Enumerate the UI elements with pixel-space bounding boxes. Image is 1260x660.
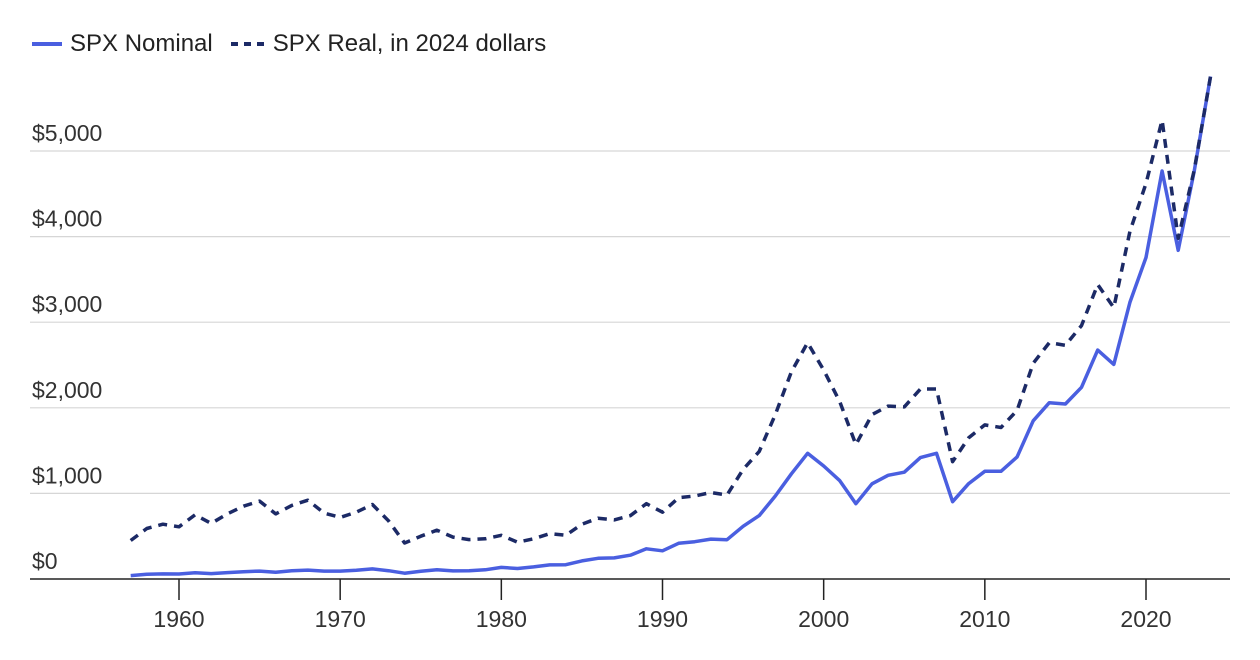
y-tick-label: $0 xyxy=(32,548,58,574)
legend-swatch-nominal xyxy=(32,42,62,46)
legend-item-nominal: SPX Nominal xyxy=(32,30,213,58)
series-line-real xyxy=(129,76,1213,545)
legend: SPX Nominal SPX Real, in 2024 dollars xyxy=(32,30,546,58)
x-tick-label: 1960 xyxy=(153,606,204,632)
series-line-nominal xyxy=(130,76,1213,578)
y-tick-label: $4,000 xyxy=(32,206,102,232)
y-tick-label: $1,000 xyxy=(32,462,102,488)
x-axis-ticks: 1960 1970 1980 1990 2000 2010 2020 xyxy=(153,579,1172,632)
y-tick-label: $3,000 xyxy=(32,291,102,317)
gridlines xyxy=(30,150,1230,580)
legend-item-real: SPX Real, in 2024 dollars xyxy=(230,30,547,58)
y-axis-ticks: $0 $1,000 $2,000 $3,000 $4,000 $5,000 xyxy=(32,120,102,574)
legend-label-real: SPX Real, in 2024 dollars xyxy=(272,30,547,57)
x-tick-label: 1980 xyxy=(476,606,527,632)
x-tick-label: 2020 xyxy=(1120,606,1171,632)
x-tick-label: 1990 xyxy=(637,606,688,632)
x-tick-label: 2010 xyxy=(959,606,1010,632)
series-lines xyxy=(129,76,1213,578)
y-tick-label: $2,000 xyxy=(32,377,102,403)
x-tick-label: 2000 xyxy=(798,606,849,632)
legend-swatch-real xyxy=(230,42,265,46)
legend-label-nominal: SPX Nominal xyxy=(70,30,213,57)
y-tick-label: $5,000 xyxy=(32,120,102,146)
x-tick-label: 1970 xyxy=(315,606,366,632)
